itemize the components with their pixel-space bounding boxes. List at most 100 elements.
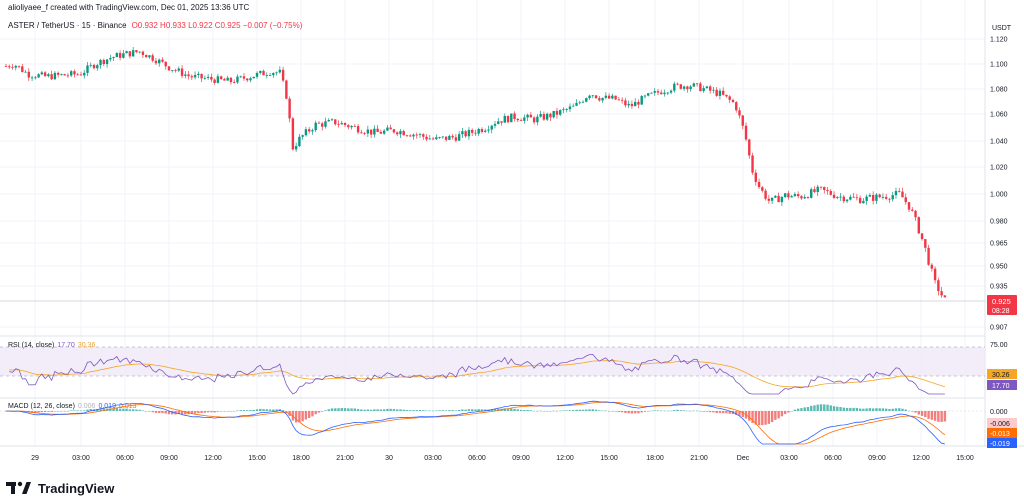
macd-histogram-bar	[128, 409, 132, 411]
macd-histogram-bar	[275, 409, 278, 411]
macd-histogram-bar	[738, 411, 741, 416]
macd-histogram-bar	[197, 411, 200, 414]
macd-histogram-bar	[559, 410, 562, 412]
macd-histogram-bar	[888, 408, 891, 411]
candle-body	[213, 79, 216, 83]
candle-body	[278, 69, 282, 73]
candle-body	[389, 127, 392, 130]
macd-histogram-bar	[353, 408, 357, 411]
candle-body	[832, 194, 836, 198]
candle-body	[738, 110, 741, 116]
candle-body	[894, 191, 898, 196]
macd-histogram-bar	[118, 408, 122, 411]
candle-body	[692, 83, 696, 87]
macd-histogram-bar	[304, 411, 308, 420]
candle-body	[321, 123, 324, 127]
time-tick-label: 30	[385, 455, 393, 462]
tradingview-logo-icon	[6, 481, 31, 494]
macd-histogram-bar	[695, 410, 699, 412]
candle-body	[327, 119, 330, 122]
candle-body	[330, 119, 334, 121]
price-tick-label: 1.100	[990, 62, 1008, 69]
candle-body	[708, 86, 712, 91]
macd-histogram-bar	[409, 410, 412, 411]
price-tick-label: 1.000	[990, 192, 1008, 199]
candle-body	[457, 134, 461, 141]
time-tick-label: Dec	[737, 455, 750, 462]
candle-body	[885, 196, 888, 199]
macd-histogram-bar	[79, 410, 83, 412]
candle-body	[219, 76, 223, 80]
macd-label: MACD (12, 26, close)	[8, 403, 75, 410]
candle-body	[604, 95, 608, 98]
macd-histogram-bar	[265, 409, 268, 411]
candle-body	[519, 120, 523, 121]
macd-histogram-bar	[581, 409, 585, 411]
candle-body	[510, 113, 513, 123]
author-line: alioliyaee_f created with TradingView.co…	[8, 3, 250, 12]
symbol-name[interactable]: ASTER / TetherUS · 15 · Binance	[8, 21, 127, 30]
candle-body	[161, 59, 164, 62]
macd-histogram-bar	[135, 409, 138, 411]
macd-histogram-bar	[653, 410, 656, 411]
macd-histogram-bar	[885, 408, 888, 411]
macd-histogram-bar	[770, 411, 774, 423]
candle-body	[777, 195, 780, 203]
macd-histogram-bar	[640, 411, 643, 413]
candle-body	[858, 197, 862, 204]
candle-body	[852, 196, 855, 198]
macd-line-value: 0.019	[98, 403, 116, 410]
candle-body	[174, 70, 177, 72]
candle-body	[640, 96, 643, 105]
candle-body	[523, 117, 526, 121]
macd-histogram-bar	[301, 411, 304, 422]
candle-body	[233, 82, 236, 83]
macd-histogram-bar	[871, 408, 875, 411]
time-axis[interactable]: 29 03:00 06:00 09:00 12:00 15:00 18:00 21:00 30 0…	[31, 455, 974, 462]
macd-histogram-bar	[689, 410, 692, 412]
candle-body	[21, 66, 24, 72]
macd-histogram-bar	[470, 409, 474, 411]
macd-histogram-bar	[223, 411, 226, 412]
candle-body	[259, 70, 262, 73]
macd-histogram-bar	[122, 408, 125, 411]
macd-histogram-bar	[158, 411, 161, 413]
rsi-legend[interactable]: RSI (14, close) 17.70 30.36	[8, 342, 95, 349]
candle-body	[695, 83, 699, 85]
candle-body	[184, 74, 187, 76]
candle-body	[493, 123, 497, 126]
candle-body	[542, 114, 546, 120]
macd-histogram-bar	[588, 409, 591, 411]
candle-body	[780, 196, 784, 203]
price-axis[interactable]: 1.120 1.100 1.080 1.060 1.040 1.020 1.000 0.980…	[990, 37, 1008, 332]
candle-body	[249, 78, 252, 81]
macd-histogram-bar	[803, 407, 806, 411]
candle-body	[350, 126, 353, 128]
candle-body	[70, 71, 73, 76]
macd-legend[interactable]: MACD (12, 26, close) 0.006 0.019 0.013	[8, 403, 137, 410]
macd-histogram-bar	[722, 411, 725, 414]
candle-body	[735, 102, 738, 111]
macd-histogram-bar	[676, 409, 679, 411]
candle-body	[500, 121, 503, 123]
candle-body	[513, 113, 516, 120]
footer-brand[interactable]: TradingView	[6, 480, 114, 496]
macd-histogram-bar	[382, 409, 386, 411]
candle-body	[158, 59, 161, 64]
macd-histogram-bar	[60, 410, 63, 412]
macd-histogram-bar	[572, 410, 575, 411]
macd-histogram-bar	[66, 410, 70, 412]
macd-histogram-bar	[578, 409, 581, 411]
candle-body	[660, 92, 663, 95]
candle-body	[705, 86, 709, 89]
candle-body	[405, 135, 409, 137]
rsi-ma-value: 30.36	[77, 342, 96, 349]
symbol-legend[interactable]: ASTER / TetherUS · 15 · Binance O0.932 H0…	[8, 21, 302, 30]
macd-histogram-bar	[796, 408, 800, 411]
candle-body	[467, 129, 471, 137]
candle-body	[849, 196, 852, 200]
candle-body	[477, 129, 480, 134]
macd-histogram-bar	[480, 409, 484, 411]
macd-histogram-bar	[774, 411, 777, 420]
